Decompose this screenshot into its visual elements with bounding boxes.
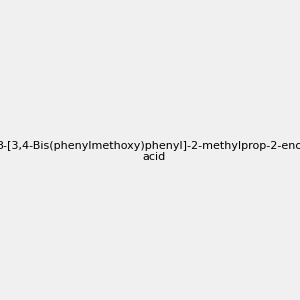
Text: 3-[3,4-Bis(phenylmethoxy)phenyl]-2-methylprop-2-enoic acid: 3-[3,4-Bis(phenylmethoxy)phenyl]-2-methy… — [0, 141, 300, 162]
